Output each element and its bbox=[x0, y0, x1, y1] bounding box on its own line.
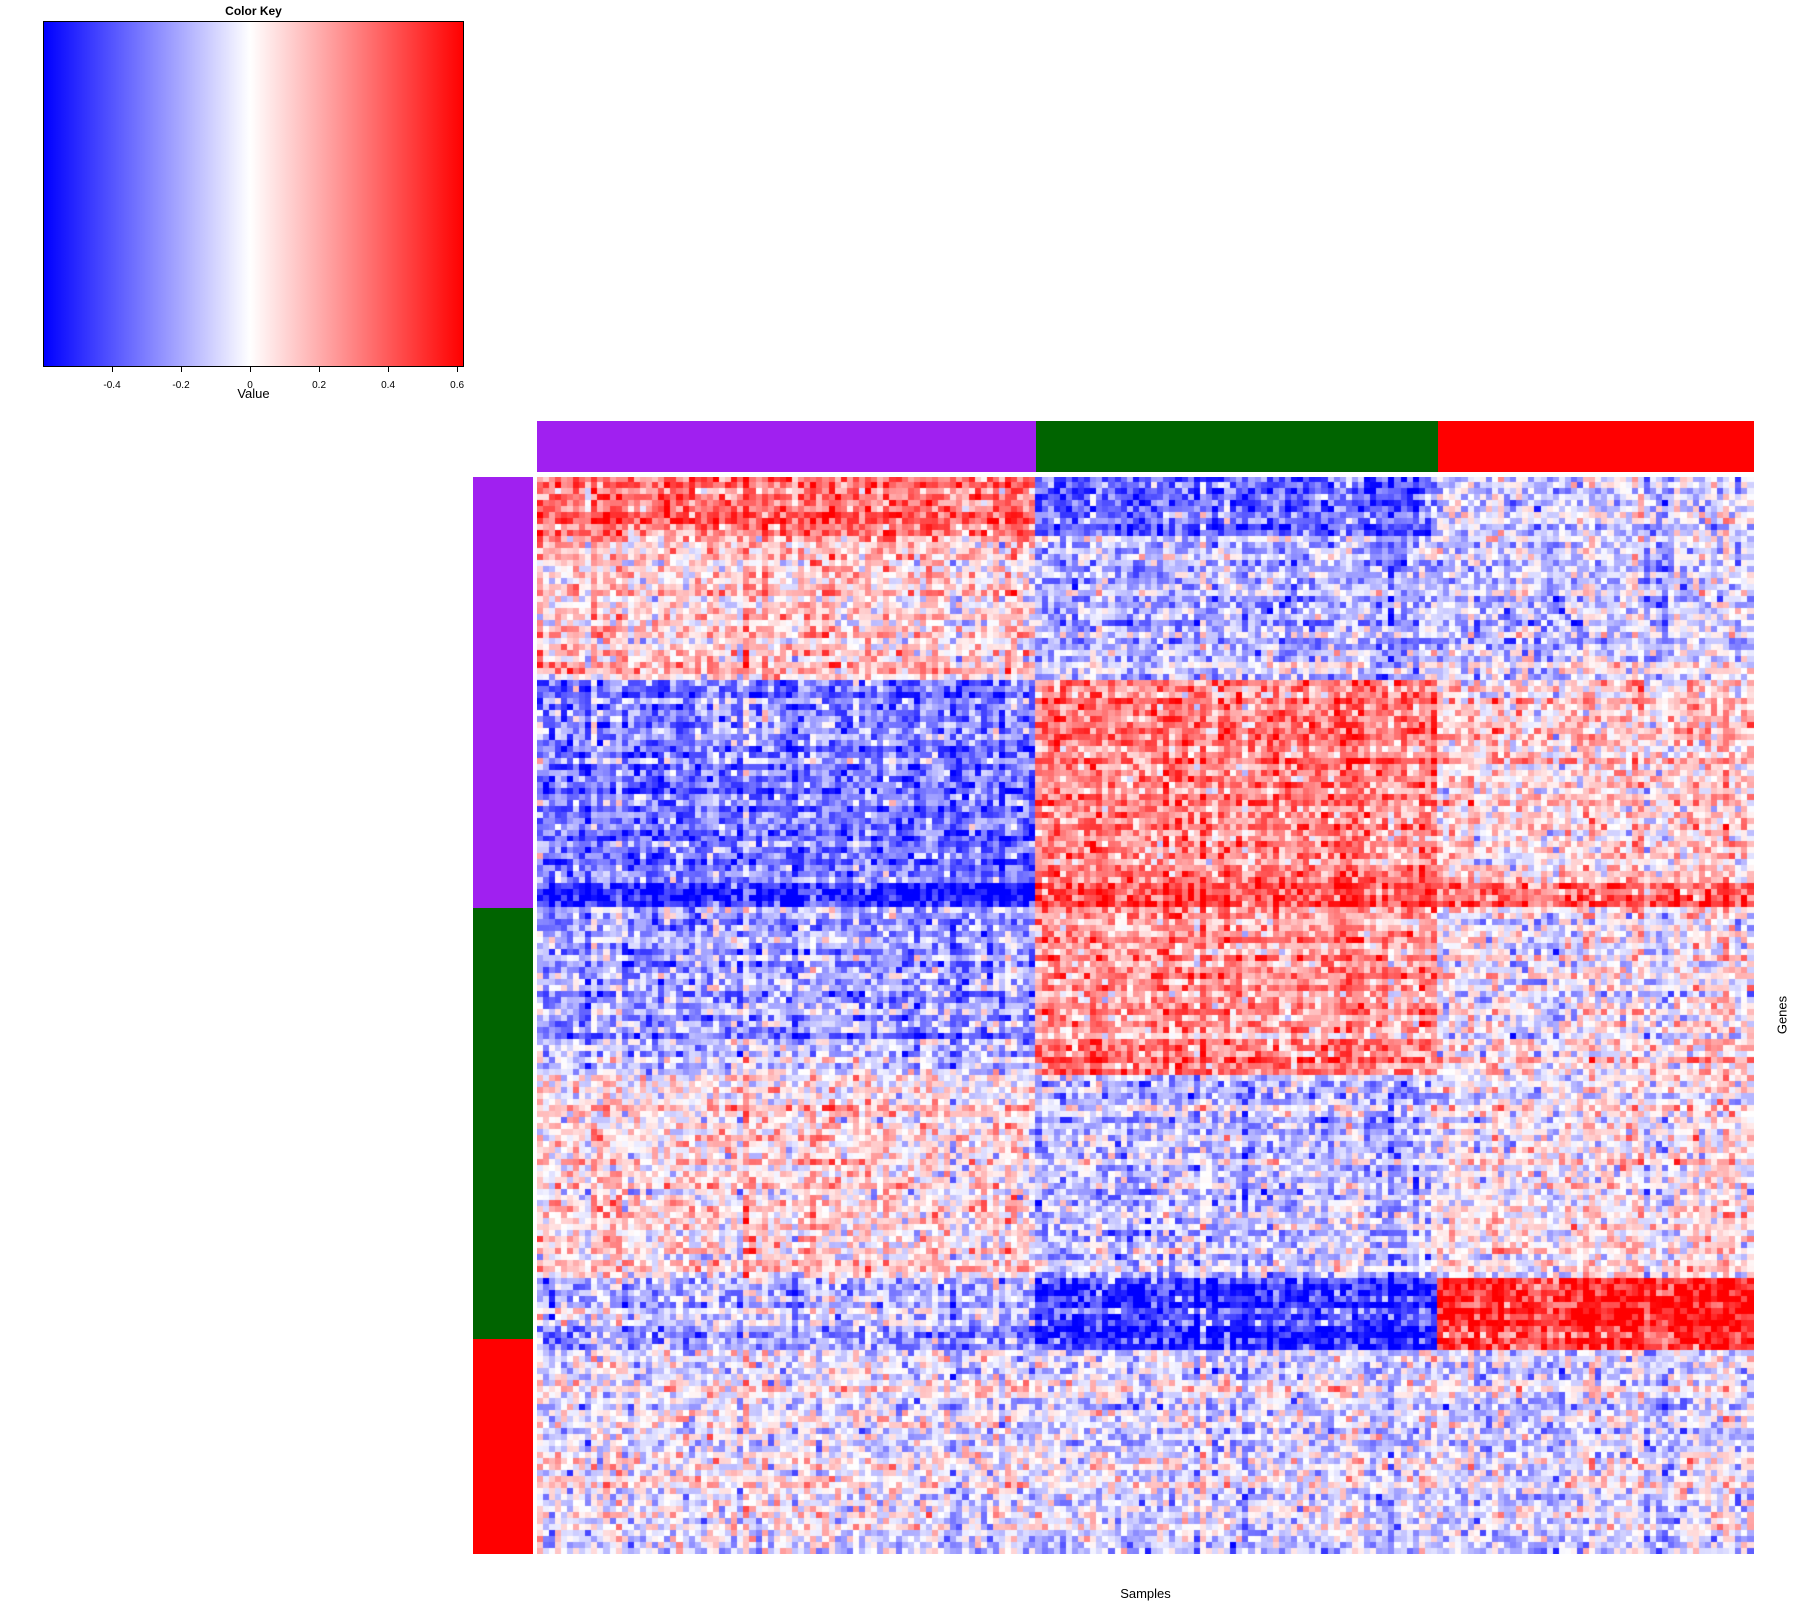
color-key-tick-label: 0.6 bbox=[450, 380, 465, 391]
row-group-segment bbox=[473, 1338, 533, 1554]
row-group-segment bbox=[473, 907, 533, 1339]
color-key-title: Color Key bbox=[225, 4, 282, 18]
x-axis-label: Samples bbox=[1120, 1586, 1171, 1601]
heatmap-cells bbox=[537, 477, 1754, 1554]
color-key-tick-label: 0 bbox=[247, 380, 253, 391]
column-group-segment bbox=[537, 421, 1036, 472]
y-axis-label: Genes bbox=[1774, 995, 1790, 1035]
color-key-tick bbox=[250, 367, 252, 372]
row-group-segment bbox=[473, 477, 533, 908]
column-group-bar bbox=[537, 421, 1754, 472]
color-key-tick-label: 0.2 bbox=[312, 380, 327, 391]
color-key-tick-label: 0.4 bbox=[381, 380, 396, 391]
color-key-tick-label: -0.4 bbox=[103, 380, 121, 391]
color-key-tick bbox=[112, 367, 114, 372]
color-key-tick bbox=[319, 367, 321, 372]
color-key-tick bbox=[457, 367, 459, 372]
column-group-segment bbox=[1437, 421, 1754, 472]
row-group-bar bbox=[473, 477, 533, 1554]
column-group-segment bbox=[1035, 421, 1438, 472]
color-key-tick-label: -0.2 bbox=[172, 380, 190, 391]
heatmap-grid bbox=[537, 477, 1754, 1554]
color-key-gradient bbox=[43, 21, 464, 367]
color-key-tick bbox=[181, 367, 183, 372]
color-key-tick bbox=[388, 367, 390, 372]
color-key-label: Value bbox=[237, 386, 270, 401]
color-key-axis: -0.4 -0.2 0 0.2 0.4 0.6 bbox=[43, 367, 465, 391]
